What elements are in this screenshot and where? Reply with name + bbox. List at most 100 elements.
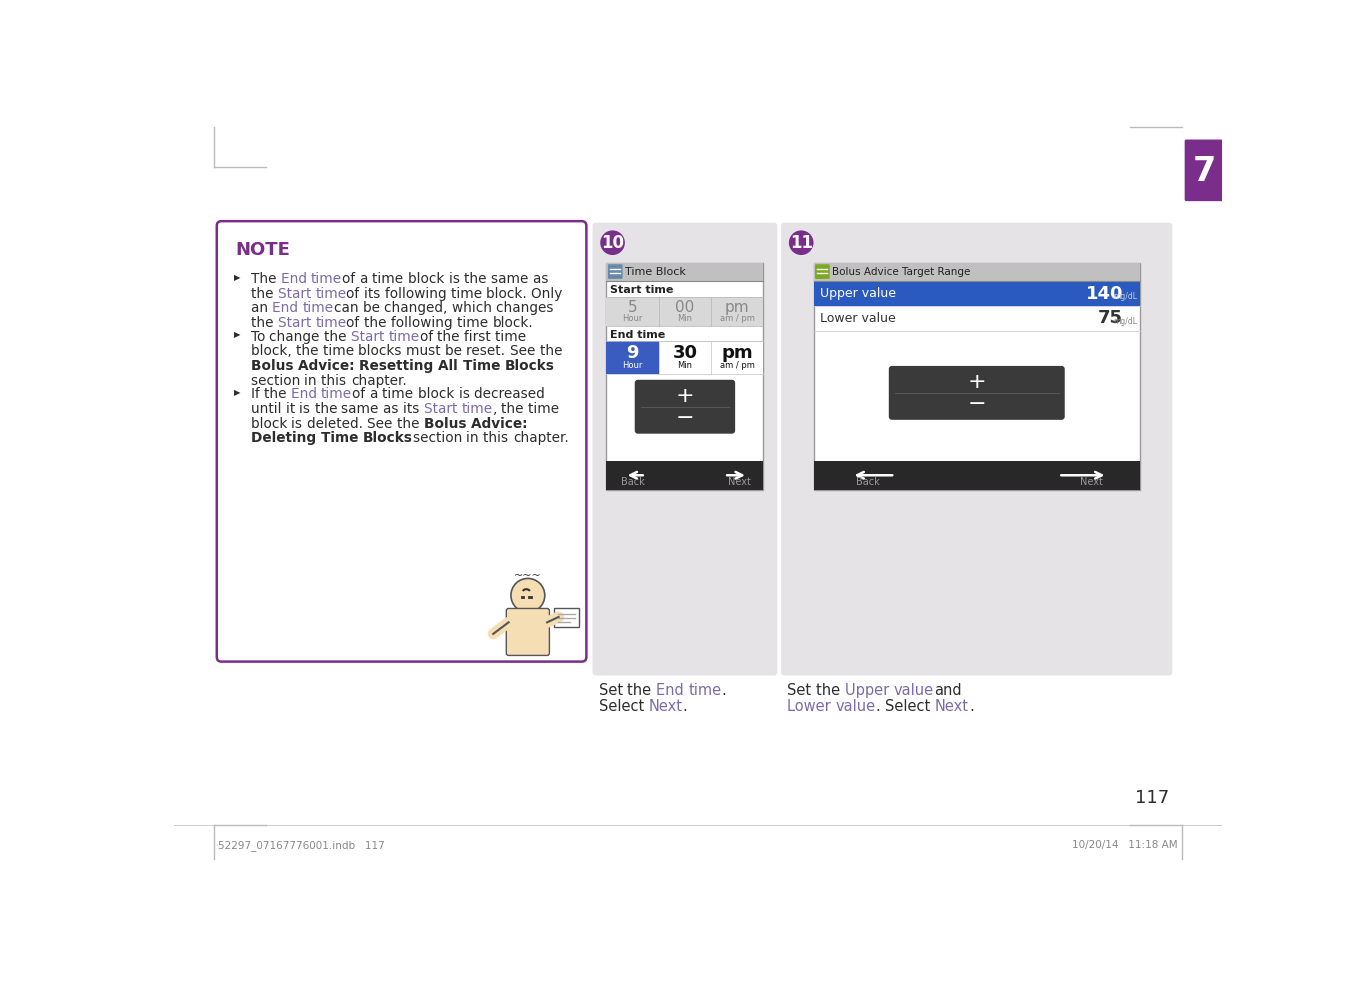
Text: chapter.: chapter. — [351, 374, 407, 387]
Text: Lower: Lower — [787, 698, 836, 713]
Text: of: of — [346, 287, 364, 301]
Text: be: be — [362, 301, 384, 316]
Text: and: and — [934, 683, 962, 698]
Text: time: time — [689, 683, 722, 698]
Text: Upper value: Upper value — [820, 287, 896, 300]
Text: change: change — [270, 330, 324, 344]
Text: of: of — [353, 387, 369, 401]
Text: Lower value: Lower value — [820, 312, 895, 325]
Text: 30: 30 — [673, 344, 697, 362]
Text: time: time — [315, 316, 346, 330]
Text: If: If — [251, 387, 264, 401]
Text: block: block — [251, 416, 291, 430]
FancyBboxPatch shape — [782, 223, 1173, 675]
FancyBboxPatch shape — [814, 264, 829, 279]
FancyBboxPatch shape — [607, 264, 622, 279]
Text: block: block — [418, 387, 459, 401]
Text: 117: 117 — [1135, 790, 1169, 808]
Text: mg/dL: mg/dL — [1113, 317, 1137, 326]
Text: End: End — [290, 387, 321, 401]
Text: block.: block. — [486, 287, 531, 301]
Text: ▶: ▶ — [234, 388, 240, 397]
Text: 10: 10 — [601, 234, 624, 252]
Text: the: the — [315, 402, 342, 416]
Text: changes: changes — [496, 301, 558, 316]
Text: it: it — [286, 402, 300, 416]
Text: Set: Set — [599, 683, 628, 698]
FancyBboxPatch shape — [659, 342, 764, 374]
Text: End: End — [656, 683, 689, 698]
Text: its: its — [364, 287, 384, 301]
Text: Time: Time — [320, 431, 362, 445]
Text: time: time — [456, 316, 492, 330]
Text: value: value — [836, 698, 876, 713]
Text: can: can — [334, 301, 362, 316]
Text: the: the — [364, 316, 391, 330]
Text: .: . — [682, 698, 688, 713]
Text: Advice:: Advice: — [471, 416, 533, 430]
Text: block: block — [407, 272, 448, 286]
Text: am / pm: am / pm — [720, 361, 755, 370]
Text: of: of — [342, 272, 360, 286]
Text: its: its — [403, 402, 424, 416]
Text: chapter.: chapter. — [512, 431, 568, 445]
Text: 11: 11 — [790, 234, 813, 252]
Text: Select: Select — [885, 698, 936, 713]
FancyBboxPatch shape — [217, 221, 587, 661]
Text: 9: 9 — [627, 344, 639, 362]
Text: Resetting: Resetting — [360, 359, 439, 373]
Text: Advice:: Advice: — [298, 359, 360, 373]
Text: ~~~: ~~~ — [513, 571, 542, 581]
Text: is: is — [300, 402, 315, 416]
Text: Deleting: Deleting — [251, 431, 320, 445]
Text: Min: Min — [677, 361, 692, 370]
FancyBboxPatch shape — [813, 263, 1140, 281]
Text: .: . — [722, 683, 731, 698]
Text: as: as — [533, 272, 553, 286]
Text: Time: Time — [463, 359, 505, 373]
Text: See: See — [509, 345, 539, 359]
FancyBboxPatch shape — [635, 379, 735, 433]
Text: Bolus Advice Target Range: Bolus Advice Target Range — [832, 267, 970, 277]
Text: time: time — [496, 330, 531, 344]
Text: Only: Only — [531, 287, 567, 301]
Text: time: time — [321, 387, 353, 401]
Text: of: of — [346, 316, 364, 330]
Text: in: in — [304, 374, 321, 387]
Text: Next: Next — [729, 477, 752, 487]
Text: the: the — [396, 416, 424, 430]
Text: +: + — [676, 385, 695, 405]
Text: the: the — [464, 272, 490, 286]
Text: 52297_07167776001.indb   117: 52297_07167776001.indb 117 — [218, 841, 385, 852]
Text: blocks: blocks — [358, 345, 406, 359]
Text: Start: Start — [351, 330, 388, 344]
Text: is: is — [291, 416, 306, 430]
FancyBboxPatch shape — [606, 263, 764, 490]
Text: as: as — [383, 402, 403, 416]
Text: Upper: Upper — [844, 683, 893, 698]
FancyBboxPatch shape — [606, 460, 764, 490]
FancyBboxPatch shape — [606, 263, 764, 281]
Text: 140: 140 — [1086, 285, 1124, 303]
Text: 7: 7 — [1192, 155, 1215, 188]
Text: time: time — [528, 402, 564, 416]
Text: mg/dL: mg/dL — [1113, 292, 1137, 301]
Text: Blocks: Blocks — [505, 359, 554, 373]
Text: the: the — [296, 345, 323, 359]
Text: in: in — [466, 431, 484, 445]
Text: same: same — [490, 272, 533, 286]
Text: 00: 00 — [676, 300, 695, 315]
Text: which: which — [452, 301, 496, 316]
FancyBboxPatch shape — [813, 263, 1140, 490]
Text: time: time — [451, 287, 486, 301]
Text: the: the — [437, 330, 464, 344]
Text: Back: Back — [621, 477, 644, 487]
Text: End: End — [281, 272, 311, 286]
Text: following: following — [384, 287, 451, 301]
Text: be: be — [445, 345, 466, 359]
Text: time: time — [383, 387, 418, 401]
Text: .: . — [876, 698, 885, 713]
Text: deleted.: deleted. — [306, 416, 368, 430]
Circle shape — [789, 230, 813, 255]
FancyBboxPatch shape — [1185, 139, 1223, 201]
